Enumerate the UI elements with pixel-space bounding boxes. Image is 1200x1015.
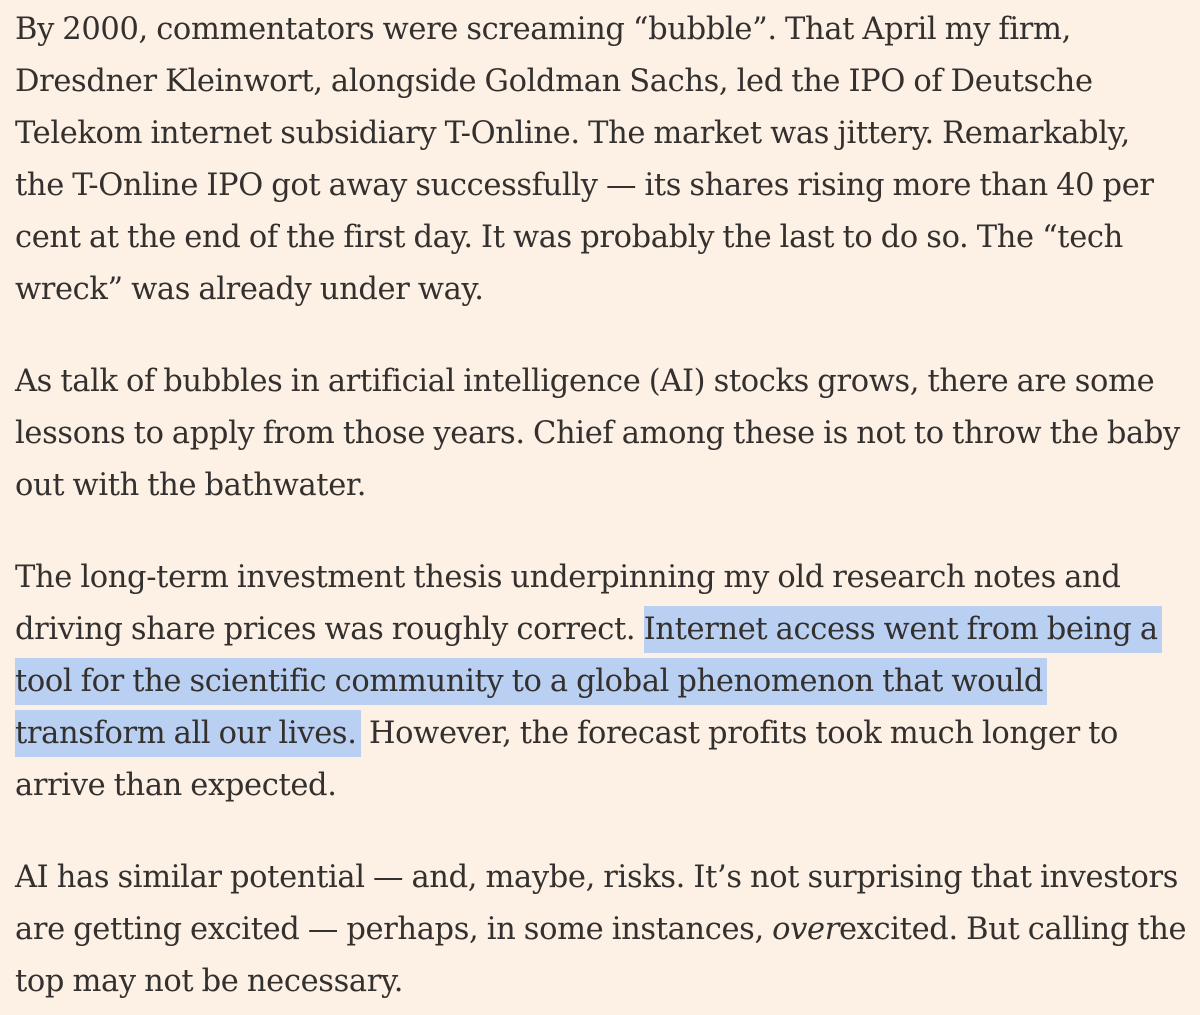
paragraph-text-after-emphasis: excited. But calling the top may not be …	[15, 912, 1187, 999]
paragraph-investment-thesis: The long-term investment thesis underpin…	[15, 552, 1187, 812]
paragraph-dotcom-ipo: By 2000, commentators were screaming “bu…	[15, 12, 1154, 307]
paragraph-ai-bubble-lessons: As talk of bubbles in artificial intelli…	[15, 364, 1180, 503]
paragraph-text-after-selection: However, the forecast profits took much …	[15, 716, 1119, 803]
paragraph-text-before-emphasis: AI has similar potential — and, maybe, r…	[15, 860, 1178, 947]
emphasized-word: over	[772, 912, 839, 947]
paragraph-text-before-selection: The long-term investment thesis underpin…	[15, 560, 1121, 647]
article-body: By 2000, commentators were screaming “bu…	[15, 0, 1187, 1008]
paragraph-ai-potential: AI has similar potential — and, maybe, r…	[15, 852, 1187, 1008]
